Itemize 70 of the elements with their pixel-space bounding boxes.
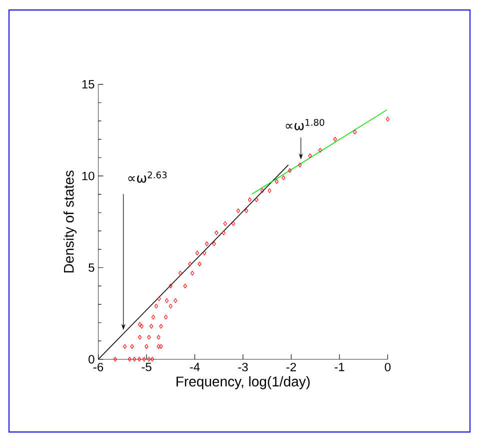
y-tick-label: 15 bbox=[82, 80, 94, 88]
x-tick-label: 0 bbox=[384, 362, 391, 372]
point bbox=[212, 241, 216, 246]
point bbox=[268, 188, 272, 193]
x-tick-label: -4 bbox=[190, 362, 200, 372]
point bbox=[156, 344, 160, 349]
y-tick-label: 5 bbox=[88, 263, 94, 272]
point bbox=[147, 334, 151, 340]
point bbox=[147, 356, 151, 362]
point bbox=[222, 230, 226, 236]
point bbox=[174, 298, 178, 303]
point bbox=[132, 356, 136, 362]
point bbox=[188, 262, 192, 266]
point bbox=[260, 188, 264, 193]
point bbox=[128, 356, 132, 362]
point bbox=[236, 208, 240, 214]
point bbox=[168, 304, 172, 308]
point bbox=[138, 356, 142, 362]
point bbox=[386, 116, 390, 122]
point bbox=[274, 179, 279, 184]
point bbox=[232, 221, 236, 226]
point bbox=[254, 197, 258, 202]
annotation: ∝ω$^{2.63}$ bbox=[128, 171, 167, 183]
point bbox=[198, 262, 202, 266]
point bbox=[205, 241, 209, 246]
point bbox=[113, 356, 117, 362]
annotation: ∝ω$^{1.80}$ bbox=[286, 118, 324, 130]
point bbox=[164, 314, 168, 320]
point bbox=[150, 356, 154, 362]
point bbox=[223, 221, 227, 226]
point bbox=[178, 270, 182, 276]
point bbox=[308, 153, 312, 158]
x-tick-label: -2 bbox=[286, 362, 296, 372]
point bbox=[282, 175, 286, 180]
y-tick-label: 0 bbox=[88, 355, 94, 364]
x-tick-label: -1 bbox=[334, 362, 344, 372]
point bbox=[123, 344, 127, 349]
point bbox=[140, 324, 144, 329]
point bbox=[195, 250, 199, 256]
point bbox=[168, 284, 172, 288]
y-tick-label: 10 bbox=[82, 172, 94, 180]
point bbox=[159, 344, 163, 349]
point bbox=[288, 168, 292, 173]
point bbox=[130, 344, 134, 349]
point bbox=[214, 230, 218, 236]
point bbox=[333, 136, 337, 142]
point bbox=[157, 296, 161, 302]
point bbox=[244, 208, 248, 214]
x-tick-label: -5 bbox=[142, 362, 152, 372]
point bbox=[164, 298, 169, 303]
point bbox=[138, 334, 142, 340]
point bbox=[183, 284, 187, 288]
point bbox=[150, 324, 154, 329]
point bbox=[156, 334, 160, 340]
point bbox=[190, 270, 194, 276]
point bbox=[298, 162, 302, 168]
point bbox=[353, 130, 357, 134]
point bbox=[142, 356, 146, 362]
y-axis-title: Density of states bbox=[64, 170, 77, 272]
x-axis-title: Frequency, log(1/day) bbox=[176, 376, 310, 390]
x-tick-label: -6 bbox=[94, 362, 104, 372]
point bbox=[318, 148, 322, 153]
point bbox=[144, 344, 148, 349]
point bbox=[248, 197, 252, 202]
point bbox=[202, 250, 206, 256]
point bbox=[154, 304, 158, 308]
point bbox=[159, 324, 163, 329]
x-tick-label: -3 bbox=[238, 362, 248, 372]
point bbox=[151, 314, 156, 320]
point bbox=[138, 322, 142, 327]
